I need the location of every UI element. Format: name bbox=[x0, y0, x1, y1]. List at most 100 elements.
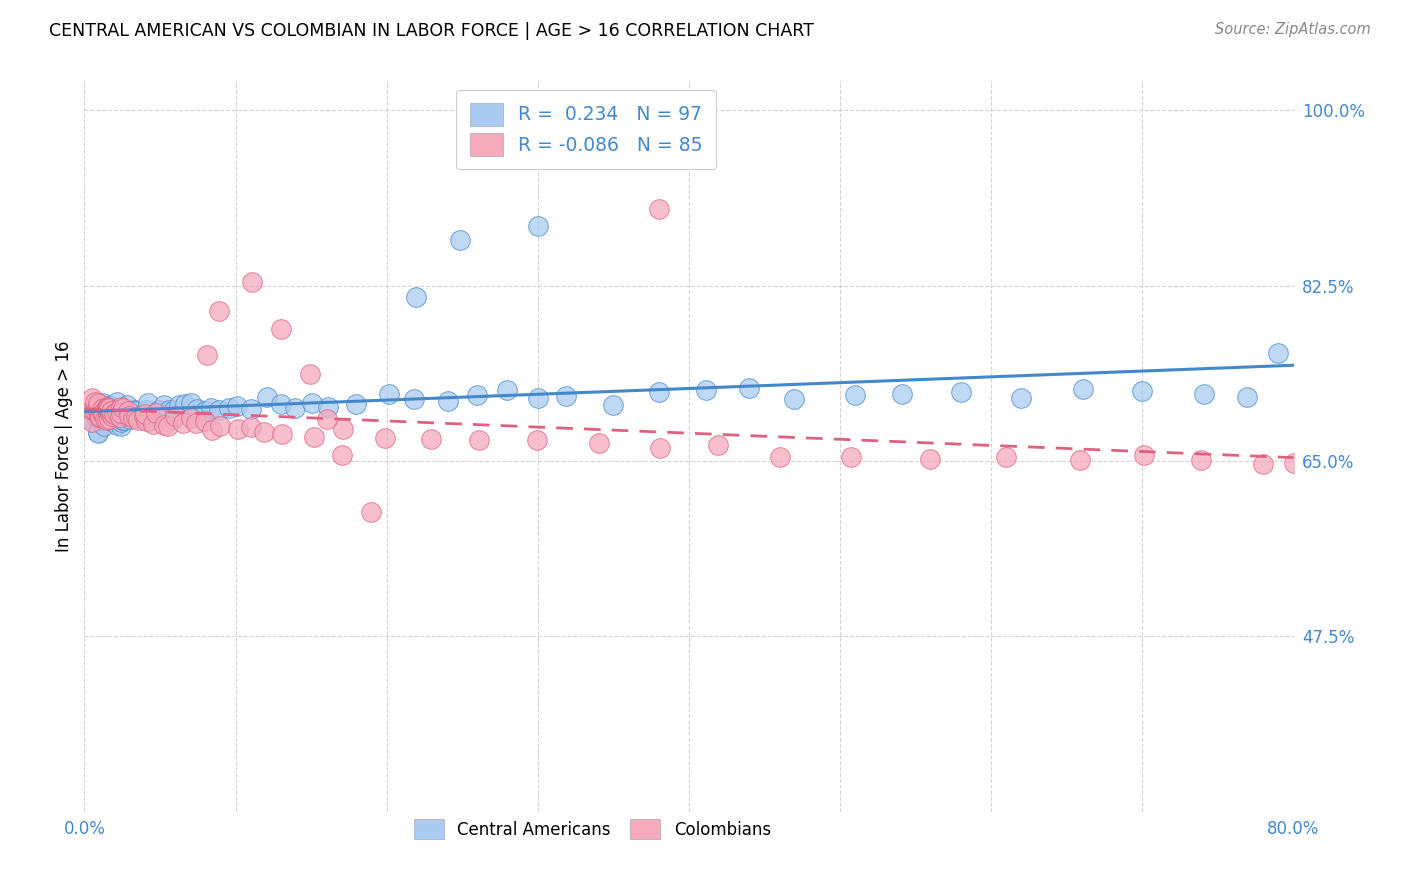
Point bbox=[186, 402, 208, 417]
Point bbox=[240, 420, 263, 434]
Point bbox=[226, 422, 249, 436]
Point bbox=[344, 397, 367, 411]
Point bbox=[135, 413, 157, 427]
Point bbox=[118, 412, 141, 426]
Point bbox=[111, 401, 134, 415]
Point bbox=[124, 403, 146, 417]
Point bbox=[1192, 387, 1215, 401]
Point bbox=[86, 401, 108, 416]
Point bbox=[84, 395, 107, 409]
Point bbox=[208, 418, 231, 433]
Point bbox=[1069, 452, 1091, 467]
Point bbox=[194, 414, 217, 428]
Point bbox=[270, 322, 292, 336]
Point bbox=[122, 411, 145, 425]
Point bbox=[468, 433, 491, 447]
Point bbox=[437, 394, 460, 409]
Point bbox=[87, 396, 110, 410]
Point bbox=[195, 348, 218, 362]
Point bbox=[96, 401, 118, 415]
Point bbox=[110, 400, 132, 414]
Point bbox=[145, 406, 167, 420]
Point bbox=[118, 409, 141, 423]
Point bbox=[648, 202, 671, 216]
Point bbox=[89, 407, 111, 421]
Point bbox=[527, 219, 550, 233]
Point bbox=[1267, 345, 1289, 359]
Point bbox=[135, 403, 157, 417]
Point bbox=[136, 396, 159, 410]
Y-axis label: In Labor Force | Age > 16: In Labor Force | Age > 16 bbox=[55, 340, 73, 552]
Point bbox=[103, 408, 125, 422]
Point bbox=[93, 419, 115, 434]
Point bbox=[554, 389, 576, 403]
Point bbox=[101, 414, 124, 428]
Point bbox=[1236, 390, 1258, 404]
Point bbox=[145, 407, 167, 421]
Point bbox=[157, 402, 180, 417]
Point bbox=[239, 402, 262, 417]
Point bbox=[315, 412, 337, 426]
Point bbox=[142, 417, 165, 432]
Point bbox=[208, 303, 231, 318]
Point bbox=[111, 413, 134, 427]
Point bbox=[152, 398, 174, 412]
Point bbox=[1251, 457, 1274, 471]
Point bbox=[218, 401, 240, 415]
Point bbox=[134, 407, 156, 421]
Point bbox=[96, 408, 118, 422]
Point bbox=[100, 409, 122, 423]
Point bbox=[172, 416, 194, 430]
Point bbox=[100, 406, 122, 420]
Point bbox=[93, 408, 115, 422]
Point bbox=[1071, 382, 1094, 396]
Point bbox=[270, 397, 292, 411]
Point bbox=[167, 398, 190, 412]
Point bbox=[117, 403, 139, 417]
Point bbox=[332, 422, 354, 436]
Point bbox=[173, 397, 195, 411]
Point bbox=[90, 412, 112, 426]
Point bbox=[783, 392, 806, 407]
Point bbox=[201, 423, 224, 437]
Point bbox=[96, 401, 118, 416]
Point bbox=[768, 450, 790, 464]
Point bbox=[89, 396, 111, 410]
Point bbox=[91, 413, 114, 427]
Point bbox=[360, 505, 382, 519]
Point bbox=[162, 411, 184, 425]
Point bbox=[153, 417, 176, 432]
Point bbox=[253, 425, 276, 439]
Point bbox=[467, 387, 489, 401]
Point bbox=[97, 401, 120, 416]
Point bbox=[97, 402, 120, 417]
Point bbox=[420, 432, 443, 446]
Point bbox=[125, 410, 148, 425]
Point bbox=[100, 411, 122, 425]
Text: Source: ZipAtlas.com: Source: ZipAtlas.com bbox=[1215, 22, 1371, 37]
Point bbox=[104, 404, 127, 418]
Point bbox=[110, 418, 132, 433]
Point bbox=[405, 290, 427, 304]
Point bbox=[316, 400, 339, 414]
Point bbox=[526, 433, 548, 447]
Point bbox=[105, 405, 128, 419]
Point bbox=[87, 425, 110, 439]
Point bbox=[695, 383, 717, 397]
Point bbox=[98, 412, 121, 426]
Point bbox=[127, 410, 149, 425]
Point bbox=[208, 402, 231, 417]
Point bbox=[1132, 384, 1154, 399]
Point bbox=[112, 403, 135, 417]
Point bbox=[84, 409, 107, 424]
Point bbox=[98, 406, 121, 420]
Point bbox=[86, 425, 108, 440]
Point bbox=[110, 406, 132, 420]
Point bbox=[1282, 456, 1305, 470]
Point bbox=[97, 405, 120, 419]
Point bbox=[115, 398, 138, 412]
Point bbox=[402, 392, 425, 407]
Point bbox=[90, 402, 112, 417]
Point bbox=[648, 441, 671, 455]
Point bbox=[449, 233, 471, 247]
